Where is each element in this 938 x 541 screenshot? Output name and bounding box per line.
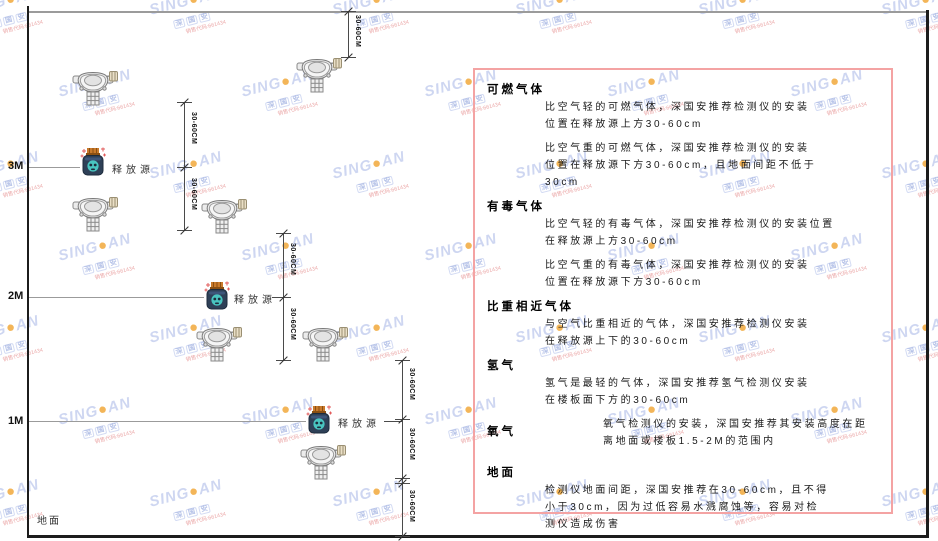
gas-detector-icon: [296, 55, 342, 100]
release-source-icon: [306, 405, 332, 440]
axis-label-1m: 1M: [8, 415, 24, 427]
gas-detector-icon: [300, 442, 346, 487]
paragraph: 比空气轻的可燃气体，深国安推荐检测仪的安装 位置在释放源上方30-60cm: [545, 102, 810, 130]
axis-label-2m: 2M: [8, 290, 24, 302]
dimension-label: 30-60CM: [190, 112, 197, 145]
left-wall-line: [27, 6, 29, 537]
right-wall-line: [926, 10, 929, 537]
dimension-label: 30-60CM: [190, 178, 197, 211]
level-line-3m: [29, 167, 80, 168]
section-heading-combustible: 可燃气体: [487, 84, 545, 96]
release-source-icon: [80, 147, 106, 182]
release-source-label: 释放源: [234, 295, 276, 306]
ground-line: [27, 535, 929, 538]
gas-detector-icon: [302, 324, 348, 369]
axis-label-3m: 3M: [8, 160, 24, 172]
section-heading-ground: 地面: [487, 467, 516, 479]
dimension-label: 30-60CM: [408, 368, 415, 401]
section-heading-similar-density: 比重相近气体: [487, 301, 574, 313]
release-source-label: 释放源: [112, 165, 154, 176]
dimension-line: [348, 11, 349, 57]
section-heading-hydrogen: 氢气: [487, 360, 516, 372]
level-line-1m: [29, 421, 306, 422]
ceiling-line: [27, 11, 926, 13]
paragraph: 比空气重的可燃气体，深国安推荐检测仪的安装 位置在释放源下方30-60cm，且地面…: [545, 143, 817, 188]
release-source-label: 释放源: [338, 419, 380, 430]
dimension-label: 30-60CM: [408, 490, 415, 523]
paragraph: 氢气是最轻的气体，深国安推荐氢气检测仪安装 在楼板面下方的30-60cm: [545, 378, 810, 406]
dimension-label: 30-60CM: [289, 308, 296, 341]
paragraph: 检测仪地面间距，深国安推荐在30-60cm，且不得 小于30cm，因为过低容易水溅…: [545, 485, 829, 530]
ground-label: 地面: [37, 516, 61, 527]
dimension-line: [402, 360, 403, 536]
section-heading-toxic: 有毒气体: [487, 201, 545, 213]
dimension-label: 30-60CM: [354, 15, 361, 48]
gas-detector-icon: [72, 68, 118, 113]
gas-detector-icon: [196, 324, 242, 369]
gas-detector-icon: [201, 196, 247, 241]
connector-1m: [384, 421, 402, 422]
paragraph: 比空气轻的有毒气体，深国安推荐检测仪的安装位置 在释放源上方30-60cm: [545, 219, 835, 247]
dimension-label: 30-60CM: [408, 428, 415, 461]
paragraph: 比空气重的有毒气体，深国安推荐检测仪的安装 位置在释放源下方30-60cm: [545, 260, 810, 288]
paragraph: 与空气比重相近的气体，深国安推荐检测仪安装 在释放源上下的30-60cm: [545, 319, 810, 347]
section-heading-oxygen: 氧气: [487, 426, 516, 438]
dimension-label: 30-60CM: [289, 243, 296, 276]
installation-notes-panel: 可燃气体 比空气轻的可燃气体，深国安推荐检测仪的安装 位置在释放源上方30-60c…: [473, 68, 893, 530]
section-oxygen: 氧气 氧气检测仪的安装，深国安推荐其安装高度在距 离地面或楼板1.5-2M的范围内: [487, 416, 879, 457]
paragraph: 氧气检测仪的安装，深国安推荐其安装高度在距 离地面或楼板1.5-2M的范围内: [603, 419, 868, 447]
level-line-2m: [29, 297, 204, 298]
release-source-icon: [204, 281, 230, 316]
gas-detector-icon: [72, 194, 118, 239]
